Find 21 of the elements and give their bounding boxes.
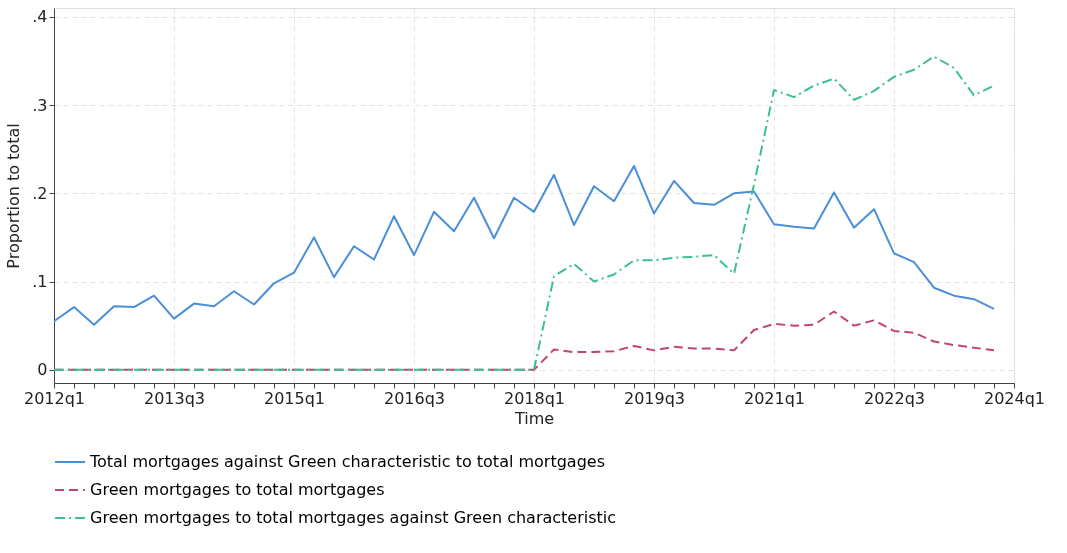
y-tick-label: .1 xyxy=(32,272,48,292)
x-tick-label: 2022q3 xyxy=(863,388,926,408)
legend-label: Green mortgages to total mortgages against Green characteristic xyxy=(90,508,617,527)
y-tick-label: .4 xyxy=(32,7,48,27)
x-tick-label: 2019q3 xyxy=(623,388,686,408)
y-tick-label: .2 xyxy=(32,183,48,203)
legend-label: Total mortgages against Green characteristic to total mortgages xyxy=(89,452,605,471)
line-series xyxy=(53,55,995,371)
y-tick-label: 0 xyxy=(37,360,48,380)
x-tick-label: 2016q3 xyxy=(383,388,446,408)
line-series xyxy=(53,164,995,326)
x-axis-title: Time xyxy=(513,408,555,428)
x-tick-label: 2013q3 xyxy=(143,388,206,408)
x-tick-label: 2021q1 xyxy=(743,388,806,408)
x-tick-label: 2018q1 xyxy=(503,388,566,408)
legend-label: Green mortgages to total mortgages xyxy=(90,480,385,499)
y-axis-title: Proportion to total xyxy=(4,123,24,269)
x-tick-label: 2024q1 xyxy=(983,388,1046,408)
x-tick-label: 2015q1 xyxy=(263,388,326,408)
y-tick-label: .3 xyxy=(32,95,48,115)
x-tick-label: 2012q1 xyxy=(23,388,86,408)
